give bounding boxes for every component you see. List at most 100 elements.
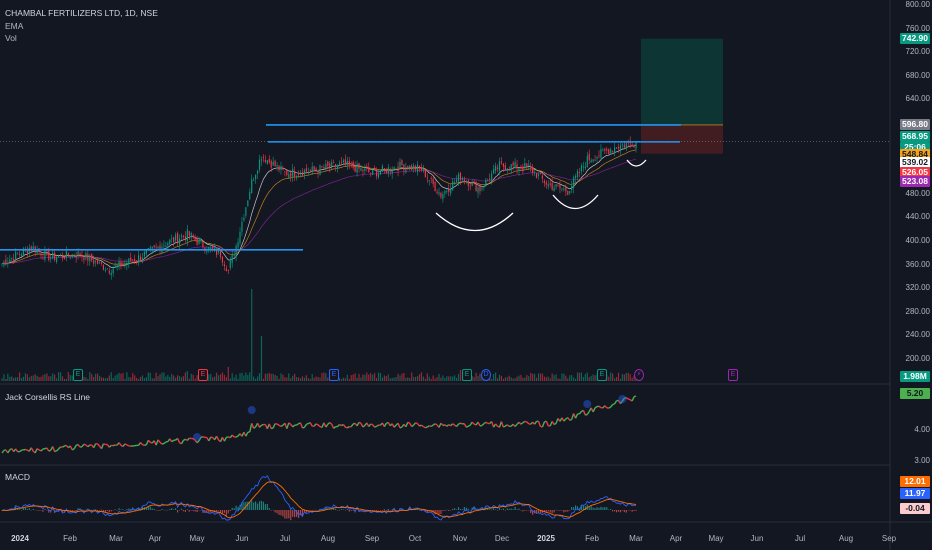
rs-line-segment [421, 424, 424, 428]
volume-bar [615, 376, 618, 381]
candle [286, 169, 288, 176]
macd-histogram-bar [223, 510, 225, 513]
macd-histogram-bar [165, 509, 167, 511]
macd-histogram-bar [262, 501, 265, 510]
candle [28, 248, 30, 254]
volume-bar [52, 373, 54, 381]
volume-bar [477, 375, 479, 381]
macd-title[interactable]: MACD [5, 472, 31, 482]
volume-bar [190, 373, 192, 381]
macd-histogram-bar [208, 510, 210, 513]
volume-bar [379, 372, 382, 381]
volume-bar [245, 372, 247, 381]
candle [481, 188, 483, 190]
time-axis-label: Aug [838, 534, 854, 543]
rs-line-segment [528, 423, 531, 425]
rs-line-title[interactable]: Jack Corsellis RS Line [5, 392, 91, 402]
earnings-event-icon[interactable]: E [73, 369, 83, 381]
volume-bar [223, 374, 225, 381]
volume-bar [436, 377, 438, 381]
candle [176, 232, 179, 243]
rs-line-segment [565, 417, 569, 420]
macd-histogram-bar [629, 510, 631, 511]
earnings-event-icon[interactable]: E [329, 369, 339, 381]
candle [122, 264, 124, 266]
time-axis-label: Mar [109, 534, 123, 543]
candle [615, 147, 618, 149]
candle [124, 263, 126, 264]
candle [136, 260, 138, 262]
rs-line-segment [58, 446, 62, 450]
candle [143, 251, 146, 257]
macd-histogram-bar [512, 509, 514, 510]
earnings-event-icon[interactable]: E [462, 369, 472, 381]
earnings-event-icon[interactable]: E [198, 369, 208, 381]
macd-histogram-bar [206, 510, 208, 513]
volume-bar [153, 378, 155, 381]
rs-line-segment [362, 424, 366, 428]
volume-bar [313, 377, 315, 381]
volume-bar [368, 374, 370, 381]
earnings-event-icon[interactable]: ⚡ [634, 369, 644, 381]
macd-histogram-bar [241, 502, 243, 510]
earnings-event-icon[interactable]: E [728, 369, 738, 381]
candle [239, 231, 241, 244]
candle [9, 259, 11, 263]
candle [77, 251, 79, 256]
candle [397, 166, 399, 172]
macd-histogram-bar [118, 508, 120, 510]
rs-line-segment [432, 423, 436, 426]
earnings-event-icon[interactable]: E [597, 369, 607, 381]
macd-histogram-bar [574, 505, 577, 510]
candle [212, 245, 214, 250]
macd-histogram-bar [610, 508, 612, 510]
rs-line-segment [520, 422, 524, 425]
macd-histogram-bar [547, 510, 549, 512]
earnings-event-icon[interactable]: D [481, 369, 491, 381]
candle [385, 169, 387, 173]
candle [59, 254, 62, 256]
rs-line-segment [1, 449, 5, 454]
volume-bar [97, 373, 99, 381]
macd-histogram-bar [153, 508, 155, 510]
candle [294, 171, 296, 177]
candle [477, 187, 479, 193]
rs-line-segment [495, 423, 499, 427]
volume-bar [128, 377, 130, 381]
macd-histogram-bar [128, 508, 130, 510]
candle [335, 164, 337, 167]
candle [253, 180, 255, 181]
candle [567, 190, 569, 195]
volume-bar [71, 375, 73, 381]
macd-histogram-bar [81, 509, 83, 510]
macd-histogram-bar [301, 510, 304, 517]
rs-line-segment [386, 421, 389, 424]
time-axis-label: May [708, 534, 724, 543]
price-tag: 526.05 [900, 166, 930, 178]
candle [104, 269, 106, 271]
macd-histogram-bar [352, 510, 354, 511]
macd-histogram-bar [126, 509, 128, 510]
volume-legend[interactable]: Vol [5, 33, 17, 43]
candle [108, 270, 110, 274]
symbol-title[interactable]: CHAMBAL FERTILIZERS LTD, 1D, NSE [5, 8, 158, 18]
volume-bar [352, 374, 354, 381]
candle [348, 160, 350, 165]
macd-histogram-bar [576, 506, 579, 510]
candle [608, 148, 610, 155]
candle [169, 239, 171, 245]
candle [569, 191, 571, 194]
volume-bar [299, 378, 302, 381]
macd-histogram-bar [299, 510, 302, 516]
candle [448, 189, 450, 192]
volume-bar [274, 374, 276, 381]
ema-legend[interactable]: EMA [5, 21, 24, 31]
volume-bar [186, 371, 188, 381]
volume-bar [522, 377, 524, 381]
candle [18, 253, 21, 255]
macd-value-tag: 11.97 [900, 488, 930, 499]
macd-histogram-bar [617, 510, 620, 512]
rs-line-segment [331, 423, 335, 429]
